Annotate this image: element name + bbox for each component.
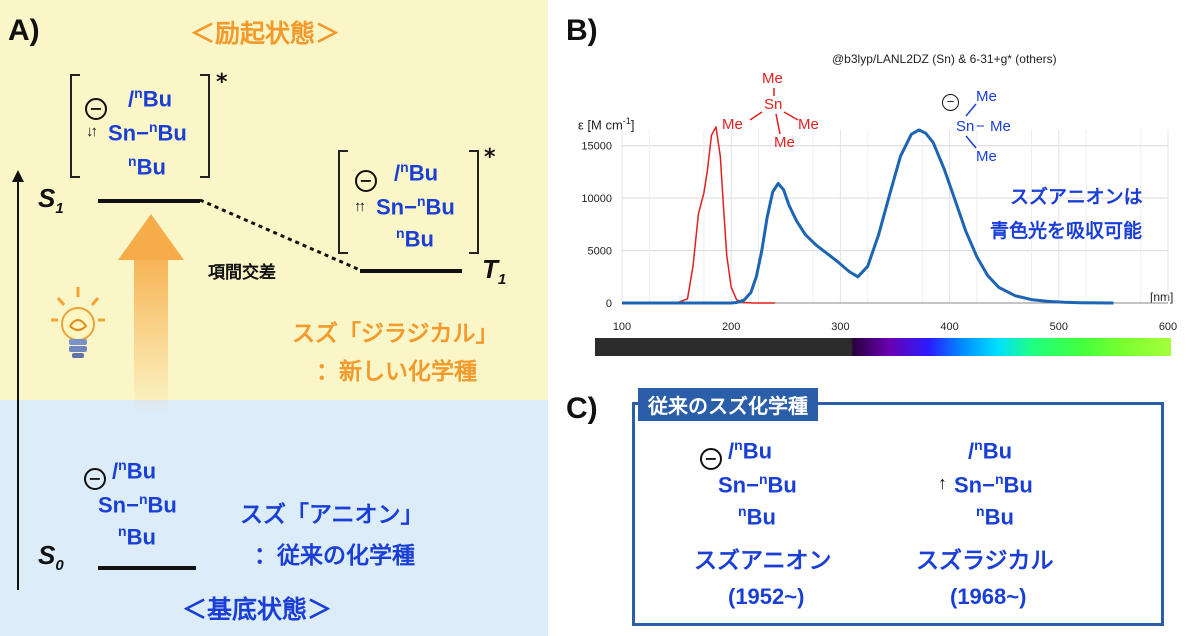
absorption-note-line2: 青色光を吸収可能 [990,220,1143,242]
s0-bu-top: /nBu [112,457,157,484]
t1-charge-icon: − [355,170,377,192]
s0-charge-icon: − [84,468,106,490]
calculation-method: @b3lyp/LANL2DZ (Sn) & 6-31+g* (others) [832,52,1057,66]
s1-bu-bottom: nBu [128,153,166,180]
neutral-me-right: Me [798,116,819,133]
light-bulb-icon [51,287,105,358]
t1-level [360,269,462,273]
c-anion-bu-bottom: nBu [738,503,776,530]
x-tick-label: 400 [940,321,958,333]
t1-left-bracket [338,150,348,254]
x-tick-label: 300 [831,321,849,333]
t1-spin-parallel-icon: ↑↑ [354,198,366,215]
wavelength-color-bar [595,338,1171,356]
x-tick-label: 600 [1159,321,1177,333]
c-radical-bu-bottom: nBu [976,503,1014,530]
c-radical-sn-center: Sn−nBu [954,471,1033,498]
anion-sn: Sn [956,118,975,135]
neutral-spectrum-line [622,126,775,304]
neutral-sn: Sn [764,96,783,113]
conventional-species-header: 従来のスズ化学種 [638,388,818,421]
excited-state-title: ＜励起状態＞ [190,19,341,48]
c-anion-sn-center: Sn−nBu [718,471,797,498]
energy-axis [17,180,19,590]
s1-spin-paired-icon: ↓↑ [86,123,98,140]
anion-dash: − [976,118,985,135]
y-tick-label: 0 [606,298,612,310]
s0-label: S0 [38,540,64,575]
neutral-me-bottom: Me [774,134,795,151]
t1-star: * [484,145,496,170]
absorption-spectrum-chart: 0 5000 10000 15000 100 200 300 400 500 600 [581,126,1177,333]
diradical-label-line1: スズ「ジラジカル」 [292,321,499,347]
c-anion-charge-icon: − [700,448,722,470]
diradical-label-line2: ：新しい化学種 [316,359,477,385]
t1-right-bracket [469,150,479,254]
anion-sn-molecule: − Me Sn − Me Me [936,86,1056,176]
s1-level [98,199,200,203]
s1-bu-top: /nBu [128,85,173,112]
anion-me-bottom: Me [976,148,997,165]
s0-sn-center: Sn−nBu [98,491,177,518]
c-anion-name: スズアニオン [694,548,832,574]
s0-level [98,566,196,570]
absorption-note-line1: スズアニオンは [1010,186,1143,208]
ground-state-background [0,400,548,636]
x-tick-label: 500 [1050,321,1068,333]
y-axis-label: ε [M cm-1] [578,116,635,133]
anion-spectrum-line [622,128,1114,305]
t1-sn-center: Sn−nBu [376,193,455,220]
excitation-arrow-shaft [134,258,168,413]
conventional-species-box [632,402,1164,626]
intersystem-crossing-line [199,198,361,272]
s0-bu-bottom: nBu [118,523,156,550]
ground-state-title: ＜基底状態＞ [182,595,333,624]
panel-a-label: A) [8,14,40,47]
neutral-me-top: Me [762,70,783,87]
s1-left-bracket [70,74,80,178]
y-tick-label: 15000 [581,141,612,153]
s1-charge-icon: − [85,98,107,120]
excitation-arrow-head [118,214,184,260]
s1-right-bracket [200,74,210,178]
x-tick-label: 100 [613,321,631,333]
anion-me-top: Me [976,88,997,105]
panel-b-label: B) [566,14,598,47]
intersystem-crossing-label: 項間交差 [208,263,276,283]
x-tick-label: 200 [722,321,740,333]
s1-sn-center: Sn−nBu [108,119,187,146]
anion-charge-icon: − [942,94,959,111]
c-radical-bu-top: /nBu [968,437,1013,464]
c-anion-year: (1952~) [728,584,805,609]
neutral-sn-molecule: Me Sn Me Me Me [718,70,828,151]
t1-label: T1 [482,254,507,289]
panel-c-label: C) [566,392,598,425]
neutral-me-left: Me [722,116,743,133]
energy-axis-arrowhead [12,170,24,182]
c-anion-bu-top: /nBu [728,437,773,464]
t1-bu-bottom: nBu [396,225,434,252]
anion-label-line1: スズ「アニオン」 [240,502,424,528]
s1-label: S1 [38,183,64,218]
y-tick-label: 5000 [588,246,612,258]
y-tick-label: 10000 [581,193,612,205]
c-radical-name: スズラジカル [916,548,1054,574]
t1-bu-top: /nBu [394,159,439,186]
c-radical-spin-icon: ↑ [938,473,947,493]
s1-star: * [216,70,228,95]
anion-label-line2: ：従来の化学種 [254,543,415,569]
c-radical-year: (1968~) [950,584,1027,609]
anion-me-right: Me [990,118,1011,135]
panel-a: A) ＜励起状態＞ ＜基底状態＞ S1 * − ↓↑ /nBu Sn−nBu n… [0,0,548,636]
